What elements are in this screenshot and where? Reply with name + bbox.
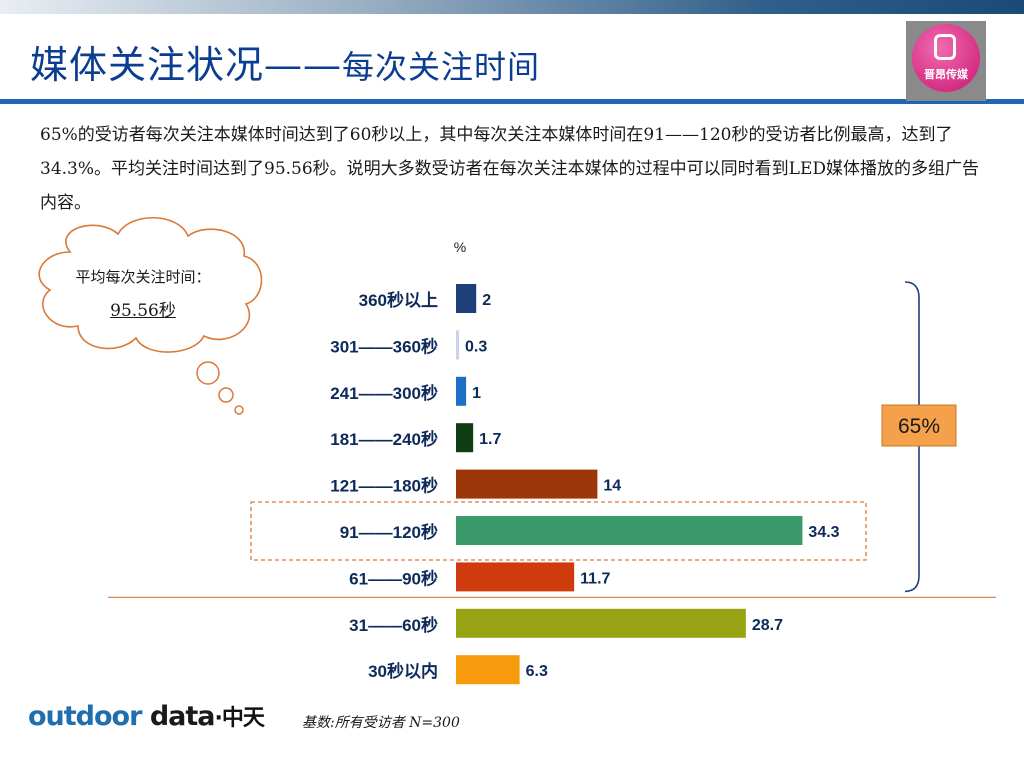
base-note: 基数:所有受访者 N=300	[302, 715, 460, 731]
top-decorative-bar	[0, 0, 1024, 14]
value-label: 28.7	[752, 617, 783, 634]
page-title-sub: 每次关注时间	[342, 48, 541, 86]
category-label: 31——60秒	[349, 615, 438, 635]
value-label: 14	[603, 478, 621, 495]
category-label: 301——360秒	[330, 336, 438, 356]
value-label: 1	[472, 385, 481, 402]
brand-outdoor-text: outdoor	[28, 701, 142, 732]
value-label: 0.3	[465, 338, 487, 355]
logo-circle: 晋昂传媒	[912, 24, 980, 92]
brand-data-text: data	[149, 701, 216, 732]
bar-1	[456, 330, 460, 360]
thought-cloud-shape	[38, 216, 263, 353]
value-label: 1.7	[479, 431, 501, 448]
page-title-main: 媒体关注状况——	[30, 43, 343, 87]
bar-3	[456, 423, 474, 453]
value-label: 11.7	[580, 570, 610, 587]
callout-label: 平均每次关注时间：	[75, 268, 211, 286]
bar-6	[456, 562, 575, 592]
category-label: 181——240秒	[330, 429, 438, 449]
category-label: 241——300秒	[330, 383, 438, 403]
category-label: 30秒以内	[368, 661, 438, 681]
page-title: 媒体关注状况——每次关注时间	[30, 34, 540, 89]
bracket-label: 65%	[898, 415, 940, 438]
thought-bubble-small	[234, 405, 244, 415]
bar-2	[456, 376, 467, 406]
value-label: 2	[482, 292, 491, 309]
logo-mark-icon	[934, 34, 956, 60]
value-label: 34.3	[808, 524, 839, 541]
category-label: 121——180秒	[330, 476, 438, 496]
description-paragraph: 65%的受访者每次关注本媒体时间达到了60秒以上，其中每次关注本媒体时间在91—…	[40, 125, 979, 213]
bar-8	[456, 655, 520, 685]
bar-5	[456, 516, 803, 545]
bar-7	[456, 608, 746, 638]
category-label: 360秒以上	[359, 290, 438, 310]
bar-0	[456, 284, 477, 313]
brand-cn-text: ·中天	[214, 706, 265, 731]
footer-brand-logo: outdoor data·中天	[28, 700, 265, 732]
thought-bubble-medium	[218, 387, 234, 403]
brand-logo: 晋昂传媒	[906, 21, 986, 101]
highlight-box	[250, 501, 867, 561]
category-label: 91——120秒	[340, 522, 438, 542]
category-label: 61——90秒	[349, 568, 438, 588]
value-label: 6.3	[526, 663, 548, 680]
unit-label: %	[454, 239, 466, 255]
callout-value: 95.56秒	[110, 301, 176, 321]
bar-4	[456, 469, 598, 499]
bracket-label-box	[881, 404, 957, 447]
title-underline	[0, 99, 1024, 104]
thought-bubble-large	[196, 361, 220, 385]
logo-text: 晋昂传媒	[924, 68, 968, 81]
